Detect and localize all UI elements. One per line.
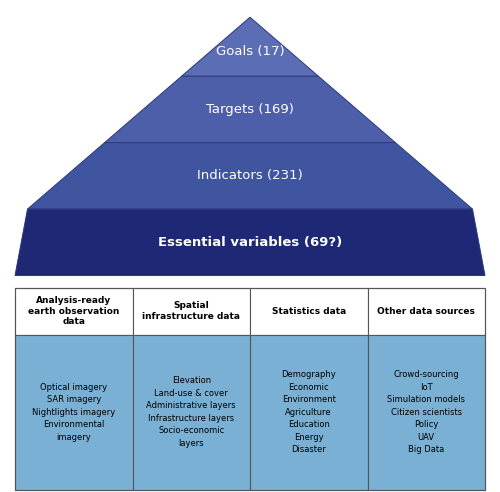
Polygon shape [28, 143, 472, 209]
Text: Elevation
Land-use & cover
Administrative layers
Infrastructure layers
Socio-eco: Elevation Land-use & cover Administrativ… [146, 376, 236, 448]
Bar [15, 288, 132, 335]
Bar [368, 288, 485, 335]
Bar [15, 288, 485, 490]
Text: Statistics data: Statistics data [272, 307, 346, 316]
Text: Crowd-sourcing
IoT
Simulation models
Citizen scientists
Policy
UAV
Big Data: Crowd-sourcing IoT Simulation models Cit… [387, 370, 465, 454]
Text: Indicators (231): Indicators (231) [197, 169, 303, 183]
Text: Goals (17): Goals (17) [216, 45, 284, 58]
Text: Targets (169): Targets (169) [206, 103, 294, 116]
Text: Analysis-ready
earth observation
data: Analysis-ready earth observation data [28, 296, 120, 326]
Text: Other data sources: Other data sources [378, 307, 475, 316]
Bar [368, 335, 485, 490]
Text: Optical imagery
SAR imagery
Nightlights imagery
Environmental
imagery: Optical imagery SAR imagery Nightlights … [32, 383, 116, 441]
Text: Demography
Economic
Environment
Agriculture
Education
Energy
Disaster: Demography Economic Environment Agricult… [282, 370, 336, 454]
Bar [250, 335, 368, 490]
Bar [132, 288, 250, 335]
Bar [132, 335, 250, 490]
Bar [15, 335, 132, 490]
Polygon shape [104, 76, 396, 143]
Text: Spatial
infrastructure data: Spatial infrastructure data [142, 302, 240, 321]
Polygon shape [182, 17, 318, 76]
Text: Essential variables (69?): Essential variables (69?) [158, 236, 342, 249]
Polygon shape [15, 209, 485, 276]
Bar [250, 288, 368, 335]
